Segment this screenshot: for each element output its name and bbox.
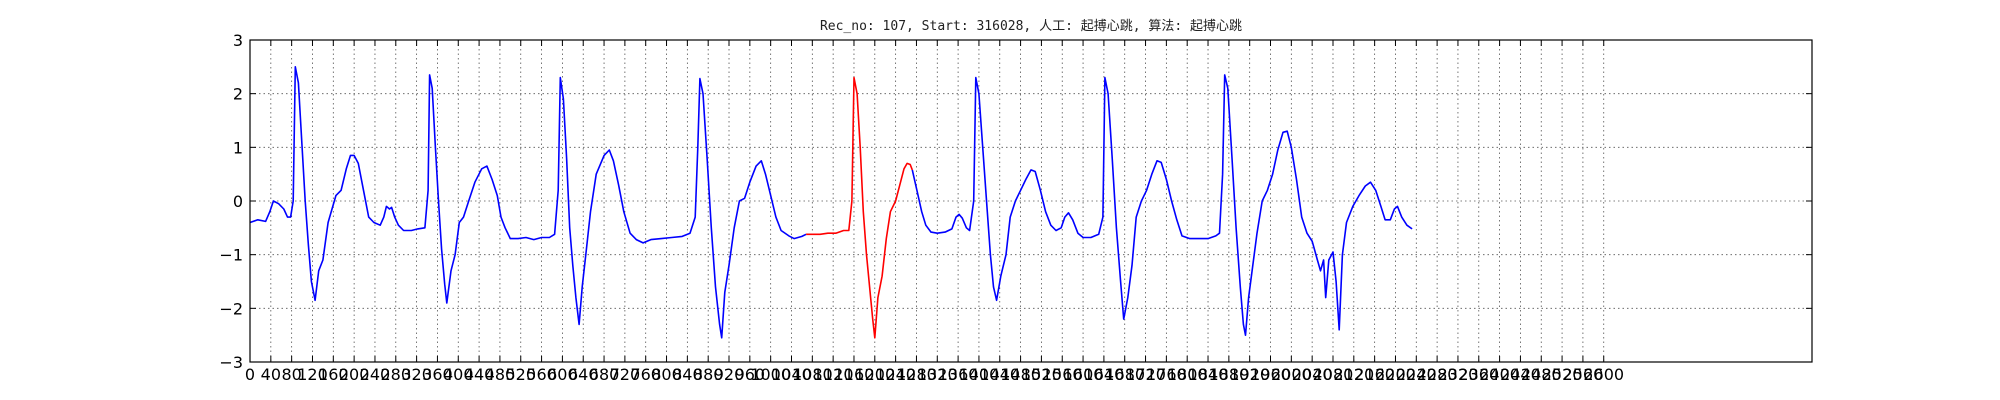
y-axis: −3 −2 −1 0 1 2 3 xyxy=(219,31,1812,372)
x-tick-label: 2360 xyxy=(1458,365,1499,384)
x-tick-label: 760 xyxy=(630,365,661,384)
x-tick-label: 560 xyxy=(526,365,557,384)
x-tick-label: 880 xyxy=(693,365,724,384)
x-tick-label: 2200 xyxy=(1375,365,1416,384)
x-tick-label: 1120 xyxy=(813,365,854,384)
x-tick-label: 1040 xyxy=(771,365,812,384)
x-tick-label: 2440 xyxy=(1500,365,1541,384)
x-tick-label: 1360 xyxy=(938,365,979,384)
x-tick-label: 680 xyxy=(589,365,620,384)
ecg-series-line-0 xyxy=(249,66,807,339)
x-tick-label: 80 xyxy=(281,365,301,384)
x-tick-label: 2480 xyxy=(1521,365,1562,384)
x-tick-label: 2080 xyxy=(1313,365,1354,384)
x-tick-label: 1600 xyxy=(1063,365,1104,384)
x-tick-label: 120 xyxy=(297,365,328,384)
x-tick-label: 840 xyxy=(672,365,703,384)
x-tick-label: 1680 xyxy=(1104,365,1145,384)
x-tick-label: 520 xyxy=(505,365,536,384)
y-tick-label: −2 xyxy=(219,299,243,318)
x-tick-label: 1840 xyxy=(1188,365,1229,384)
ecg-series-line-1 xyxy=(806,76,914,339)
x-tick-label: 360 xyxy=(422,365,453,384)
x-tick-label: 2520 xyxy=(1542,365,1583,384)
x-tick-label: 2560 xyxy=(1563,365,1604,384)
x-axis: 0 40 8012016020024028032036040044048052056… xyxy=(245,40,1624,384)
series-layer xyxy=(249,66,1413,339)
y-tick-label: 1 xyxy=(233,138,243,157)
x-tick-label: 1440 xyxy=(979,365,1020,384)
x-tick-label: 1920 xyxy=(1229,365,1270,384)
y-tick-label: 3 xyxy=(233,31,243,50)
x-tick-label: 1320 xyxy=(917,365,958,384)
x-tick-label: 1480 xyxy=(1000,365,1041,384)
x-tick-label: 2040 xyxy=(1292,365,1333,384)
x-tick-label: 440 xyxy=(464,365,495,384)
x-tick-label: 480 xyxy=(485,365,516,384)
x-tick-label: 2160 xyxy=(1354,365,1395,384)
x-tick-label: 240 xyxy=(360,365,391,384)
x-tick-label: 280 xyxy=(381,365,412,384)
grid-lines xyxy=(249,39,1812,363)
x-tick-label: 2240 xyxy=(1396,365,1437,384)
x-tick-label: 1720 xyxy=(1125,365,1166,384)
y-tick-label: −3 xyxy=(219,353,243,372)
x-tick-label: 720 xyxy=(610,365,641,384)
x-tick-label: 2400 xyxy=(1479,365,1520,384)
x-tick-label: 1640 xyxy=(1084,365,1125,384)
x-tick-label: 40 xyxy=(261,365,281,384)
x-tick-label: 800 xyxy=(651,365,682,384)
x-tick-label: 1000 xyxy=(750,365,791,384)
x-tick-label: 160 xyxy=(318,365,349,384)
x-tick-label: 1200 xyxy=(854,365,895,384)
x-tick-label: 1960 xyxy=(1250,365,1291,384)
chart-title: Rec_no: 107, Start: 316028, 人工: 起搏心跳, 算法… xyxy=(820,18,1242,34)
y-tick-label: 2 xyxy=(233,85,243,104)
x-tick-label: 0 xyxy=(245,365,255,384)
x-tick-label: 1800 xyxy=(1167,365,1208,384)
x-tick-label: 960 xyxy=(735,365,766,384)
x-tick-label: 920 xyxy=(714,365,745,384)
x-tick-label: 2280 xyxy=(1417,365,1458,384)
x-tick-label: 1880 xyxy=(1208,365,1249,384)
x-tick-label: 1280 xyxy=(896,365,937,384)
x-tick-label: 1520 xyxy=(1021,365,1062,384)
ecg-series-line-2 xyxy=(911,74,1413,337)
x-tick-label: 1080 xyxy=(792,365,833,384)
x-tick-label: 400 xyxy=(443,365,474,384)
x-tick-label: 2600 xyxy=(1583,365,1624,384)
x-tick-label: 640 xyxy=(568,365,599,384)
x-tick-label: 1160 xyxy=(834,365,875,384)
x-tick-label: 600 xyxy=(547,365,578,384)
x-tick-label: 320 xyxy=(401,365,432,384)
y-tick-label: 0 xyxy=(233,192,243,211)
x-tick-label: 2120 xyxy=(1333,365,1374,384)
x-tick-label: 2320 xyxy=(1438,365,1479,384)
x-tick-label: 200 xyxy=(339,365,370,384)
x-tick-label: 2000 xyxy=(1271,365,1312,384)
x-tick-label: 1760 xyxy=(1146,365,1187,384)
x-tick-label: 1240 xyxy=(875,365,916,384)
x-tick-label: 1400 xyxy=(959,365,1000,384)
x-tick-label: 1560 xyxy=(1042,365,1083,384)
y-tick-label: −1 xyxy=(219,246,243,265)
